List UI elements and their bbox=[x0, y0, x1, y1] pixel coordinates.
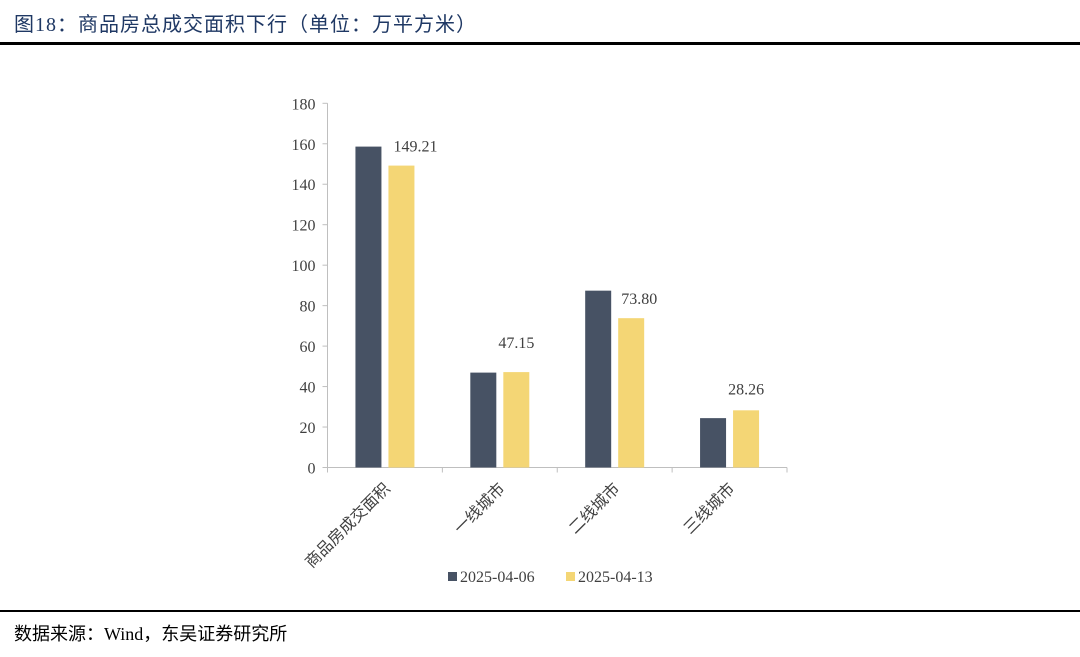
data-label: 28.26 bbox=[728, 381, 764, 398]
y-tick-label: 20 bbox=[300, 420, 316, 437]
bar-2025-04-06 bbox=[355, 146, 382, 468]
bar-2025-04-06 bbox=[585, 290, 612, 468]
category-label: 一线城市 bbox=[451, 480, 509, 538]
legend-label: 2025-04-13 bbox=[578, 569, 653, 586]
bottom-divider bbox=[0, 610, 1080, 612]
y-tick-label: 140 bbox=[292, 177, 316, 194]
bar-2025-04-13 bbox=[618, 318, 645, 468]
y-tick-label: 100 bbox=[292, 258, 316, 275]
data-label: 73.80 bbox=[621, 291, 657, 308]
data-label: 149.21 bbox=[393, 139, 437, 156]
y-tick-label: 80 bbox=[300, 299, 316, 316]
y-tick-label: 60 bbox=[300, 339, 316, 356]
y-tick-label: 160 bbox=[292, 137, 316, 154]
legend-swatch bbox=[566, 572, 575, 581]
y-tick-label: 120 bbox=[292, 218, 316, 235]
source-note: 数据来源：Wind，东吴证券研究所 bbox=[14, 624, 288, 644]
bar-2025-04-13 bbox=[503, 372, 530, 468]
category-label: 二线城市 bbox=[566, 480, 624, 538]
legend-swatch bbox=[448, 572, 457, 581]
bar-2025-04-06 bbox=[470, 372, 497, 468]
bar-2025-04-13 bbox=[733, 410, 760, 468]
y-tick-label: 0 bbox=[308, 461, 316, 478]
bar-2025-04-13 bbox=[388, 165, 415, 468]
data-label: 47.15 bbox=[498, 335, 534, 352]
bar-2025-04-06 bbox=[700, 418, 727, 468]
category-label: 商品房成交面积 bbox=[302, 480, 394, 572]
y-tick-label: 180 bbox=[292, 96, 316, 113]
legend-label: 2025-04-06 bbox=[460, 569, 535, 586]
top-divider bbox=[0, 42, 1080, 45]
figure-title: 图18：商品房总成交面积下行（单位：万平方米） bbox=[14, 14, 477, 36]
y-tick-label: 40 bbox=[300, 380, 316, 397]
category-label: 三线城市 bbox=[680, 480, 738, 538]
